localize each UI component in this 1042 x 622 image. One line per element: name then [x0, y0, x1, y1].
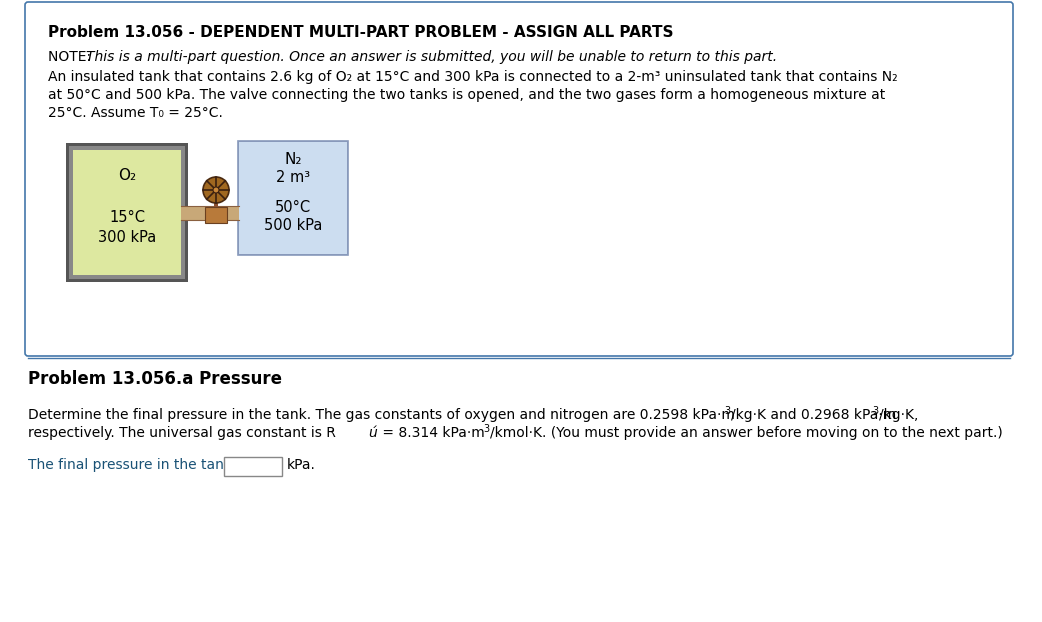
Text: 3: 3	[483, 424, 489, 434]
Circle shape	[213, 187, 219, 193]
Bar	[239, 142, 347, 254]
Bar	[224, 457, 282, 476]
Text: 15°C: 15°C	[109, 210, 145, 225]
Bar	[69, 146, 185, 279]
Text: 300 kPa: 300 kPa	[98, 230, 156, 245]
Text: respectively. The universal gas constant is R: respectively. The universal gas constant…	[28, 426, 336, 440]
Text: 2 m³: 2 m³	[276, 170, 311, 185]
Text: This is a multi-part question. Once an answer is submitted, you will be unable t: This is a multi-part question. Once an a…	[86, 50, 777, 64]
Text: 3: 3	[872, 406, 878, 416]
Bar	[181, 205, 239, 220]
Text: Determine the final pressure in the tank. The gas constants of oxygen and nitrog: Determine the final pressure in the tank…	[28, 408, 735, 422]
Text: Problem 13.056 - DEPENDENT MULTI-PART PROBLEM - ASSIGN ALL PARTS: Problem 13.056 - DEPENDENT MULTI-PART PR…	[48, 25, 673, 40]
Bar	[73, 150, 181, 275]
Text: ú: ú	[368, 426, 377, 440]
Text: kPa.: kPa.	[287, 458, 316, 472]
Text: /kmol·K. (You must provide an answer before moving on to the next part.): /kmol·K. (You must provide an answer bef…	[490, 426, 1002, 440]
Text: An insulated tank that contains 2.6 kg of O₂ at 15°C and 300 kPa is connected to: An insulated tank that contains 2.6 kg o…	[48, 70, 897, 84]
Text: Problem 13.056.a Pressure: Problem 13.056.a Pressure	[28, 370, 282, 388]
Text: NOTE:: NOTE:	[48, 50, 96, 64]
Text: 500 kPa: 500 kPa	[264, 218, 322, 233]
Bar	[238, 141, 348, 255]
Text: at 50°C and 500 kPa. The valve connecting the two tanks is opened, and the two g: at 50°C and 500 kPa. The valve connectin…	[48, 88, 886, 102]
Bar	[205, 207, 227, 223]
Text: = 8.314 kPa·m: = 8.314 kPa·m	[378, 426, 485, 440]
Text: N₂: N₂	[284, 152, 302, 167]
Text: 25°C. Assume T₀ = 25°C.: 25°C. Assume T₀ = 25°C.	[48, 106, 223, 120]
Bar	[66, 143, 188, 282]
Text: The final pressure in the tank is: The final pressure in the tank is	[28, 458, 247, 472]
Text: O₂: O₂	[118, 168, 137, 183]
Text: 3: 3	[724, 406, 730, 416]
Text: 50°C: 50°C	[275, 200, 312, 215]
Circle shape	[203, 177, 229, 203]
Text: /kg·K and 0.2968 kPa·m: /kg·K and 0.2968 kPa·m	[731, 408, 896, 422]
Text: /kg·K,: /kg·K,	[879, 408, 918, 422]
FancyBboxPatch shape	[25, 2, 1013, 356]
Bar	[214, 197, 218, 207]
